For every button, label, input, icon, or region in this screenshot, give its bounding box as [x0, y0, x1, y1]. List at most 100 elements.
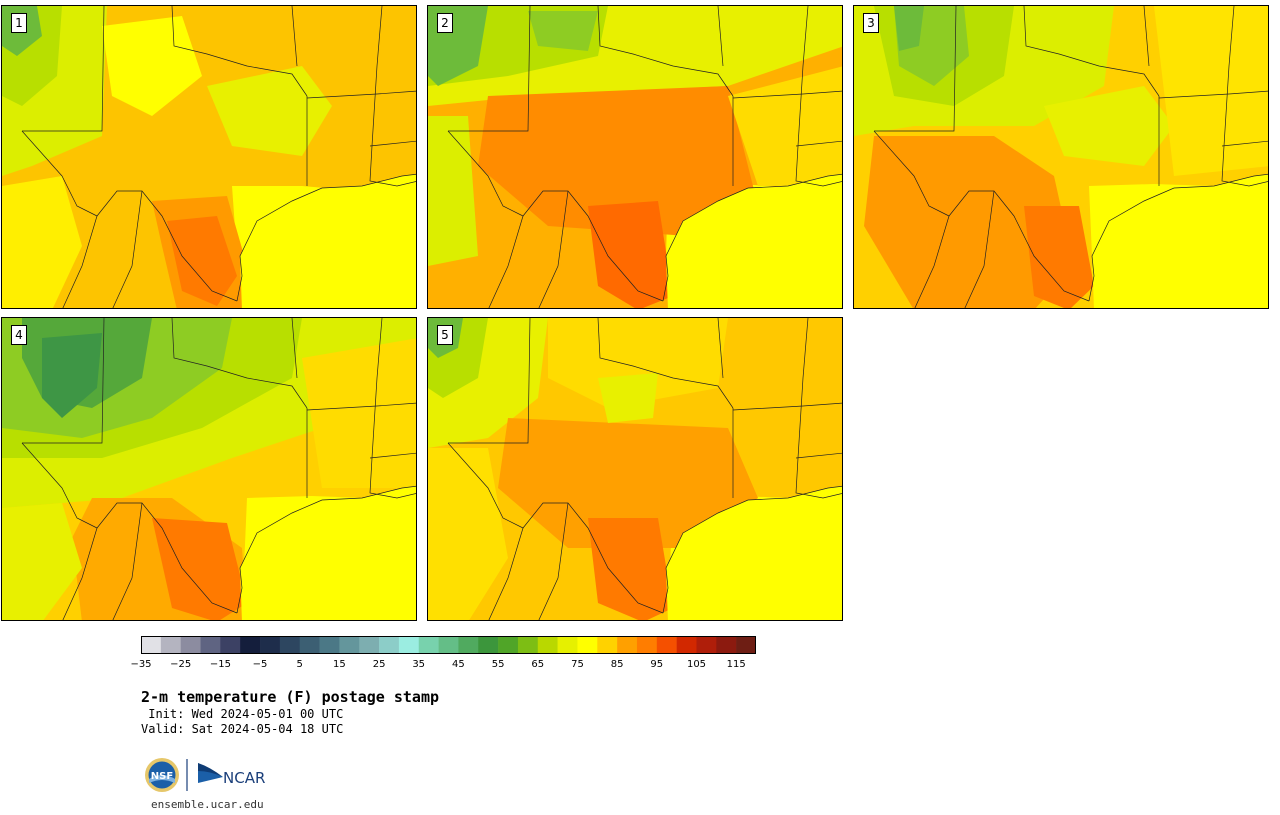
colorbar-segment: [636, 636, 658, 654]
temperature-region: [428, 448, 508, 620]
colorbar-tick-label: 75: [571, 659, 584, 670]
temperature-region: [548, 318, 728, 408]
boundary-line: [62, 215, 98, 308]
colorbar-segment: [220, 636, 241, 654]
temperature-region: [1024, 206, 1094, 308]
boundary-line: [447, 130, 664, 302]
website-url: ensemble.ucar.edu: [151, 798, 264, 811]
member-label-3: 3: [863, 13, 879, 33]
ensemble-member-map-5: 5: [427, 317, 843, 621]
colorbar-tick-label: 65: [531, 659, 545, 670]
boundary-line: [488, 215, 524, 308]
colorbar-segment: [339, 636, 360, 654]
colorbar-tick-label: −25: [170, 659, 192, 670]
colorbar-segment: [537, 636, 558, 654]
boundary-line: [1221, 6, 1268, 187]
colorbar-segment: [260, 636, 281, 654]
colorbar-tick-label: 55: [491, 659, 505, 670]
colorbar-tick-label: 95: [650, 659, 664, 670]
colorbar-segment: [557, 636, 578, 654]
boundary-line: [447, 442, 664, 614]
colorbar-segment: [299, 636, 320, 654]
gulf-water: [1092, 174, 1268, 308]
boundary-line: [1023, 6, 1160, 97]
gulf-water: [240, 486, 416, 620]
boundary-line: [597, 6, 734, 97]
member-label-4: 4: [11, 325, 27, 345]
colorbar-segment: [398, 636, 420, 654]
colorbar-tick-label: −5: [252, 659, 268, 670]
boundary-line: [717, 318, 724, 379]
boundary-line: [369, 318, 416, 499]
colorbar-segment: [517, 636, 539, 654]
colorbar-segment: [617, 636, 638, 654]
temperature-region: [894, 6, 924, 51]
sponsor-logos: NSF NCAR: [145, 758, 265, 792]
colorbar-tick-label: 115: [726, 659, 746, 670]
nsf-logo: NSF: [145, 758, 179, 792]
colorbar-segment: [498, 636, 519, 654]
boundary-line: [795, 140, 842, 147]
colorbar-segment: [597, 636, 618, 654]
colorbar-segment: [656, 636, 677, 654]
boundary-line: [914, 215, 950, 308]
boundary-line: [21, 130, 238, 302]
colorbar-segment: [379, 636, 400, 654]
ensemble-member-map-3: 3: [853, 5, 1269, 309]
colorbar-segment: [319, 636, 340, 654]
boundary-line: [1221, 140, 1268, 147]
boundary-line: [873, 130, 1090, 302]
boundary-line: [369, 6, 416, 187]
member-label-1: 1: [11, 13, 27, 33]
boundary-line: [597, 318, 734, 409]
boundary-line: [369, 140, 416, 147]
boundary-line: [538, 502, 569, 620]
boundary-line: [964, 190, 995, 308]
boundary-line: [236, 485, 416, 614]
temperature-map-1: [2, 6, 416, 308]
boundary-line: [22, 6, 105, 132]
colorbar-tick-label: 35: [412, 659, 426, 670]
colorbar-segment: [240, 636, 261, 654]
colorbar-tick-label: 105: [686, 659, 707, 670]
colorbar-tick-label: 85: [610, 659, 624, 670]
temperature-region: [498, 418, 758, 548]
boundary-line: [662, 173, 842, 302]
valid-time: Valid: Sat 2024-05-04 18 UTC: [141, 722, 344, 736]
temperature-region: [1044, 86, 1174, 166]
boundary-line: [306, 402, 416, 411]
boundary-line: [732, 90, 842, 99]
temperature-region: [167, 216, 237, 306]
colorbar-segment: [676, 636, 697, 654]
nsf-logo-text: NSF: [151, 771, 173, 782]
colorbar-tick-label: 25: [372, 659, 386, 670]
init-time: Init: Wed 2024-05-01 00 UTC: [141, 707, 344, 721]
boundary-line: [1158, 90, 1268, 99]
boundary-line: [732, 402, 842, 411]
ensemble-member-map-4: 4: [1, 317, 417, 621]
boundary-line: [1088, 173, 1268, 302]
boundary-line: [795, 452, 842, 459]
boundary-line: [538, 190, 569, 308]
boundary-line: [62, 527, 98, 620]
ensemble-member-map-2: 2: [427, 5, 843, 309]
colorbar-frame: [141, 636, 756, 654]
boundary-line: [112, 502, 143, 620]
temperature-region: [588, 201, 673, 308]
colorbar-segment: [141, 636, 162, 654]
colorbar-segment: [478, 636, 499, 654]
temperature-region: [528, 11, 598, 51]
boundary-line: [291, 318, 298, 379]
colorbar-segment: [180, 636, 201, 654]
ncar-logo-text: NCAR: [223, 769, 265, 787]
temperature-region: [2, 503, 82, 620]
boundary-line: [795, 6, 842, 187]
temperature-map-4: [2, 318, 416, 620]
colorbar-segment: [438, 636, 459, 654]
colorbar-segment: [200, 636, 221, 654]
colorbar-tick-label: 15: [333, 659, 346, 670]
temperature-region: [478, 86, 758, 236]
colorbar-tick-label: −15: [209, 659, 231, 670]
temperature-map-2: [428, 6, 842, 308]
boundary-line: [171, 318, 308, 409]
